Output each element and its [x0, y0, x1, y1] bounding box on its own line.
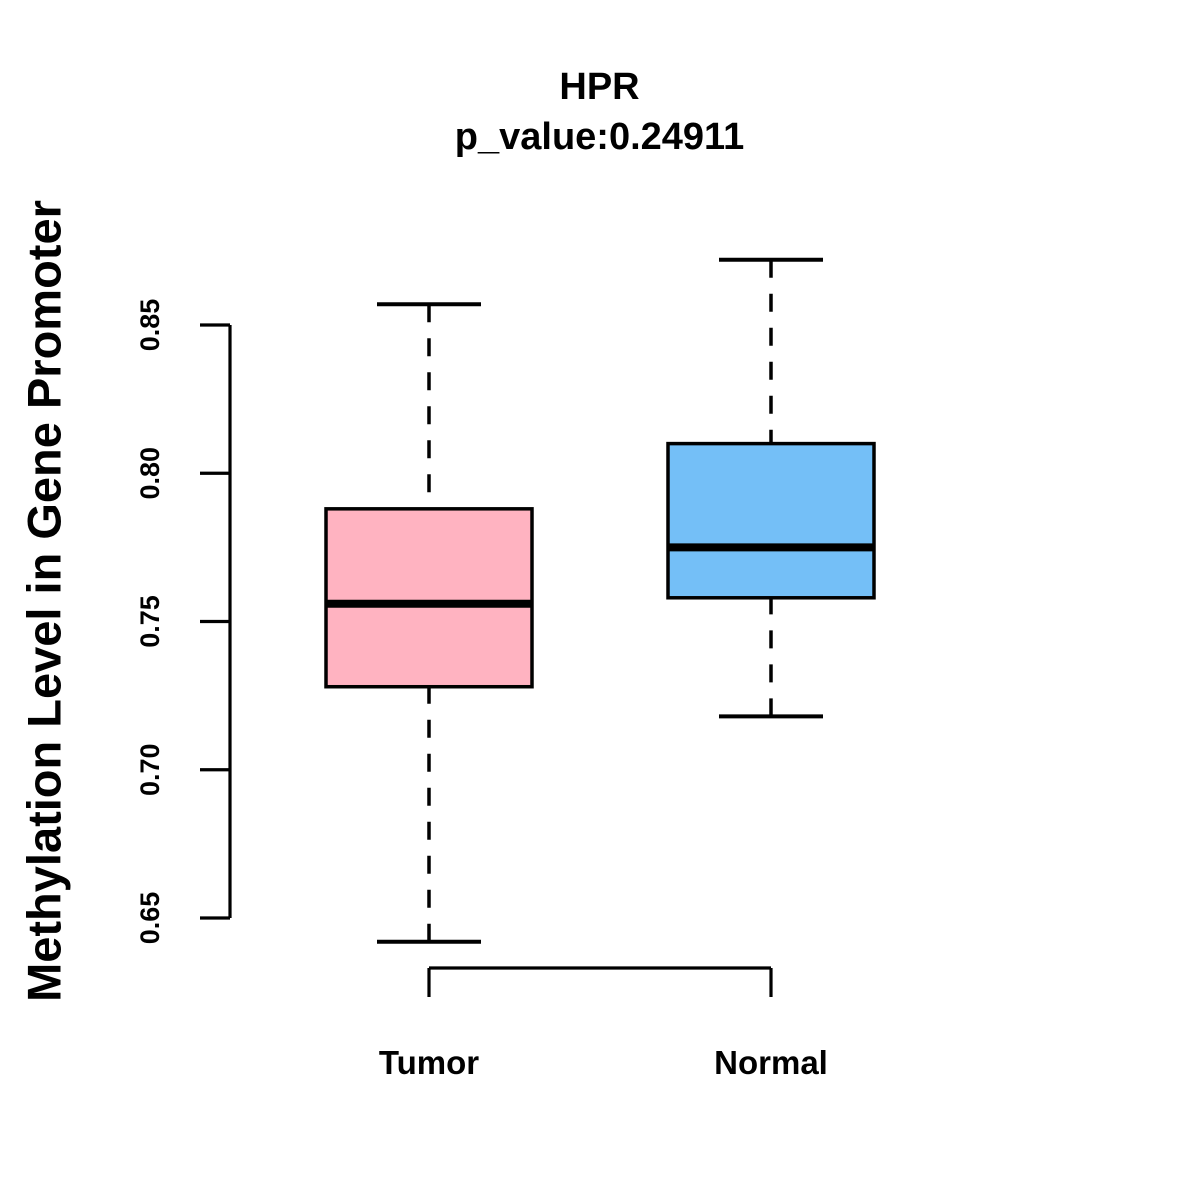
y-tick-label: 0.85 [135, 299, 165, 352]
normal-box [666, 441, 876, 600]
y-tick-label: 0.75 [135, 595, 165, 648]
x-tick-label-normal: Normal [714, 1044, 828, 1081]
y-tick-label: 0.65 [135, 892, 165, 945]
y-tick-label: 0.80 [135, 447, 165, 500]
tumor-box [324, 507, 534, 689]
x-tick-label-tumor: Tumor [378, 1044, 480, 1081]
chart-subtitle: p_value:0.24911 [454, 116, 745, 158]
chart-title: HPR [559, 66, 640, 108]
y-tick-label: 0.70 [135, 743, 165, 796]
